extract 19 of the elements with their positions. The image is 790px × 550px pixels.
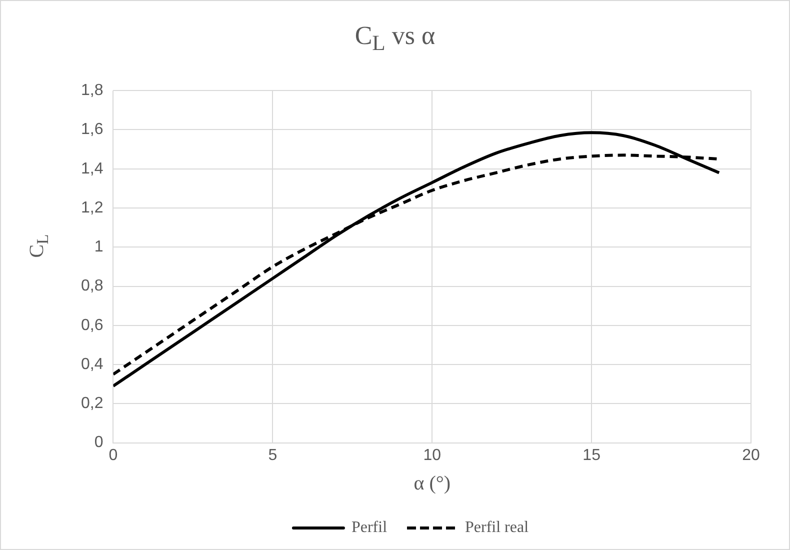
x-tick-label: 5 [268, 446, 278, 464]
x-tick-label: 0 [108, 446, 118, 464]
y-tick-label: 1,4 [80, 160, 104, 178]
y-tick-label: 0,8 [80, 278, 104, 295]
y-tick-label: 1,8 [80, 82, 104, 100]
chart-title: C$_{L}$ vs α [354, 21, 436, 56]
y-tick-label: 1,2 [80, 199, 104, 216]
y-tick-label: 0 [94, 434, 104, 452]
x-axis-title: α (°) [414, 472, 451, 494]
x-tick-label: 20 [742, 446, 760, 464]
y-tick-label: 0,6 [80, 316, 104, 334]
y-tick-label: 0,4 [80, 356, 104, 373]
legend-label: Perfil [351, 519, 388, 536]
legend-label: Perfil real [465, 519, 530, 536]
x-tick-label: 10 [423, 446, 442, 464]
y-tick-label: 1,6 [80, 121, 104, 138]
x-tick-label: 15 [582, 446, 601, 464]
y-tick-label: 0,2 [80, 395, 104, 412]
y-tick-label: 1 [94, 238, 104, 256]
